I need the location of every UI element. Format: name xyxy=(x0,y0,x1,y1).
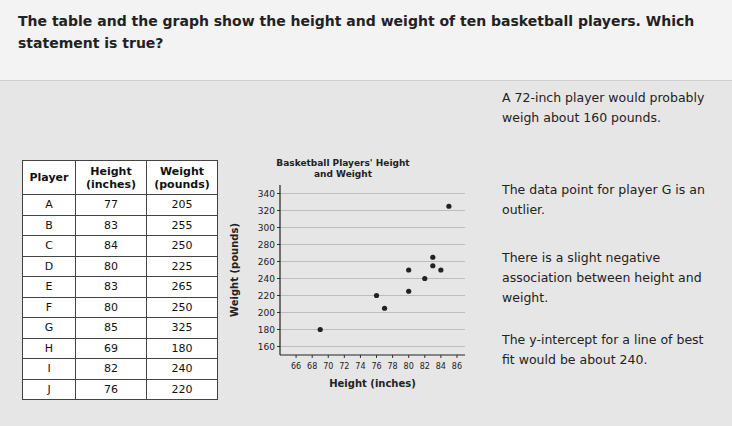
x-tick-label: 86 xyxy=(452,362,462,371)
table-row: C84250 xyxy=(23,236,218,257)
y-axis xyxy=(279,185,280,355)
grid-line xyxy=(280,261,465,262)
table-row: J76220 xyxy=(23,379,218,400)
x-axis xyxy=(280,354,465,355)
answer-choice[interactable]: The data point for player G is an outlie… xyxy=(502,180,712,220)
point xyxy=(446,204,451,209)
point xyxy=(382,306,387,311)
table-row: G85325 xyxy=(23,318,218,339)
point xyxy=(430,263,435,268)
table-row: H69180 xyxy=(23,338,218,359)
x-axis-label: Height (inches) xyxy=(329,378,416,389)
table-cell: 205 xyxy=(147,195,218,216)
table-cell: 69 xyxy=(76,338,147,359)
grid-line xyxy=(280,244,465,245)
point xyxy=(430,255,435,260)
table-cell: 80 xyxy=(76,256,147,277)
table-cell: 84 xyxy=(76,236,147,257)
point xyxy=(438,267,443,272)
header-cell: Weight (pounds) xyxy=(147,161,218,195)
table-row: E83265 xyxy=(23,277,218,298)
x-tick-label: 66 xyxy=(291,362,301,371)
grid-line xyxy=(280,329,465,330)
x-tick-label: 74 xyxy=(355,362,365,371)
header-row: PlayerHeight (inches)Weight (pounds) xyxy=(23,161,218,195)
grid-line xyxy=(280,210,465,211)
x-tick-label: 80 xyxy=(404,362,414,371)
grid-line xyxy=(280,295,465,296)
table-row: B83255 xyxy=(23,215,218,236)
table-cell: 77 xyxy=(76,195,147,216)
grid-line xyxy=(280,227,465,228)
y-tick-label: 180 xyxy=(258,325,275,335)
table-cell: 83 xyxy=(76,277,147,298)
y-tick-label: 220 xyxy=(258,291,275,301)
x-tick-label: 68 xyxy=(307,362,317,371)
table-row: I82240 xyxy=(23,359,218,380)
table-cell: B xyxy=(23,215,76,236)
chart: 160 180 200 220 240 260 280 300 320 340 66 68 70 72 74… xyxy=(220,150,490,400)
y-axis-label: Weight (pounds) xyxy=(229,223,240,317)
table-cell: 180 xyxy=(147,338,218,359)
x-tick-label: 84 xyxy=(436,362,446,371)
table-cell: 220 xyxy=(147,379,218,400)
y-tick-label: 280 xyxy=(258,240,275,250)
grid-line xyxy=(280,312,465,313)
grid-line xyxy=(280,193,465,194)
x-tick-label: 78 xyxy=(388,362,398,371)
table-cell: E xyxy=(23,277,76,298)
x-tick-label: 76 xyxy=(371,362,381,371)
table-cell: D xyxy=(23,256,76,277)
question: The table and the graph show the height … xyxy=(18,10,708,54)
table-cell: F xyxy=(23,297,76,318)
y-tick-label: 300 xyxy=(258,223,275,233)
answer-choice[interactable]: The y-intercept for a line of best fit w… xyxy=(502,330,712,370)
table-cell: I xyxy=(23,359,76,380)
table-cell: A xyxy=(23,195,76,216)
table-cell: 265 xyxy=(147,277,218,298)
chart-title: Basketball Players' Height and Weight xyxy=(268,158,418,180)
y-tick-label: 260 xyxy=(258,257,275,267)
grid-line xyxy=(280,278,465,279)
table-cell: G xyxy=(23,318,76,339)
point xyxy=(406,267,411,272)
table-cell: C xyxy=(23,236,76,257)
table-cell: J xyxy=(23,379,76,400)
table-row: A77205 xyxy=(23,195,218,216)
table-row: F80250 xyxy=(23,297,218,318)
y-tick-label: 240 xyxy=(258,274,275,284)
table-cell: 250 xyxy=(147,236,218,257)
point xyxy=(318,327,323,332)
answer-choice[interactable]: A 72-inch player would probably weigh ab… xyxy=(502,88,712,128)
y-tick-label: 200 xyxy=(258,308,275,318)
x-tick-label: 82 xyxy=(420,362,430,371)
table-cell: 250 xyxy=(147,297,218,318)
table-cell: 255 xyxy=(147,215,218,236)
table-cell: 76 xyxy=(76,379,147,400)
table-cell: 80 xyxy=(76,297,147,318)
table-cell: 240 xyxy=(147,359,218,380)
header-cell: Height (inches) xyxy=(76,161,147,195)
point xyxy=(374,293,379,298)
x-tick-label: 70 xyxy=(323,362,333,371)
point xyxy=(422,276,427,281)
table-cell: 225 xyxy=(147,256,218,277)
grid-line xyxy=(280,346,465,347)
y-tick-label: 320 xyxy=(258,206,275,216)
x-tick-label: 72 xyxy=(339,362,349,371)
data-table: PlayerHeight (inches)Weight (pounds)A772… xyxy=(22,160,218,400)
table-cell: 83 xyxy=(76,215,147,236)
table-cell: 85 xyxy=(76,318,147,339)
points xyxy=(318,204,452,332)
answer-choice[interactable]: There is a slight negative association b… xyxy=(502,248,712,308)
y-tick-label: 160 xyxy=(258,342,275,352)
point xyxy=(406,289,411,294)
table-row: D80225 xyxy=(23,256,218,277)
table-cell: 325 xyxy=(147,318,218,339)
header-cell: Player xyxy=(23,161,76,195)
y-tick-label: 340 xyxy=(258,189,275,199)
table-cell: 82 xyxy=(76,359,147,380)
table-cell: H xyxy=(23,338,76,359)
